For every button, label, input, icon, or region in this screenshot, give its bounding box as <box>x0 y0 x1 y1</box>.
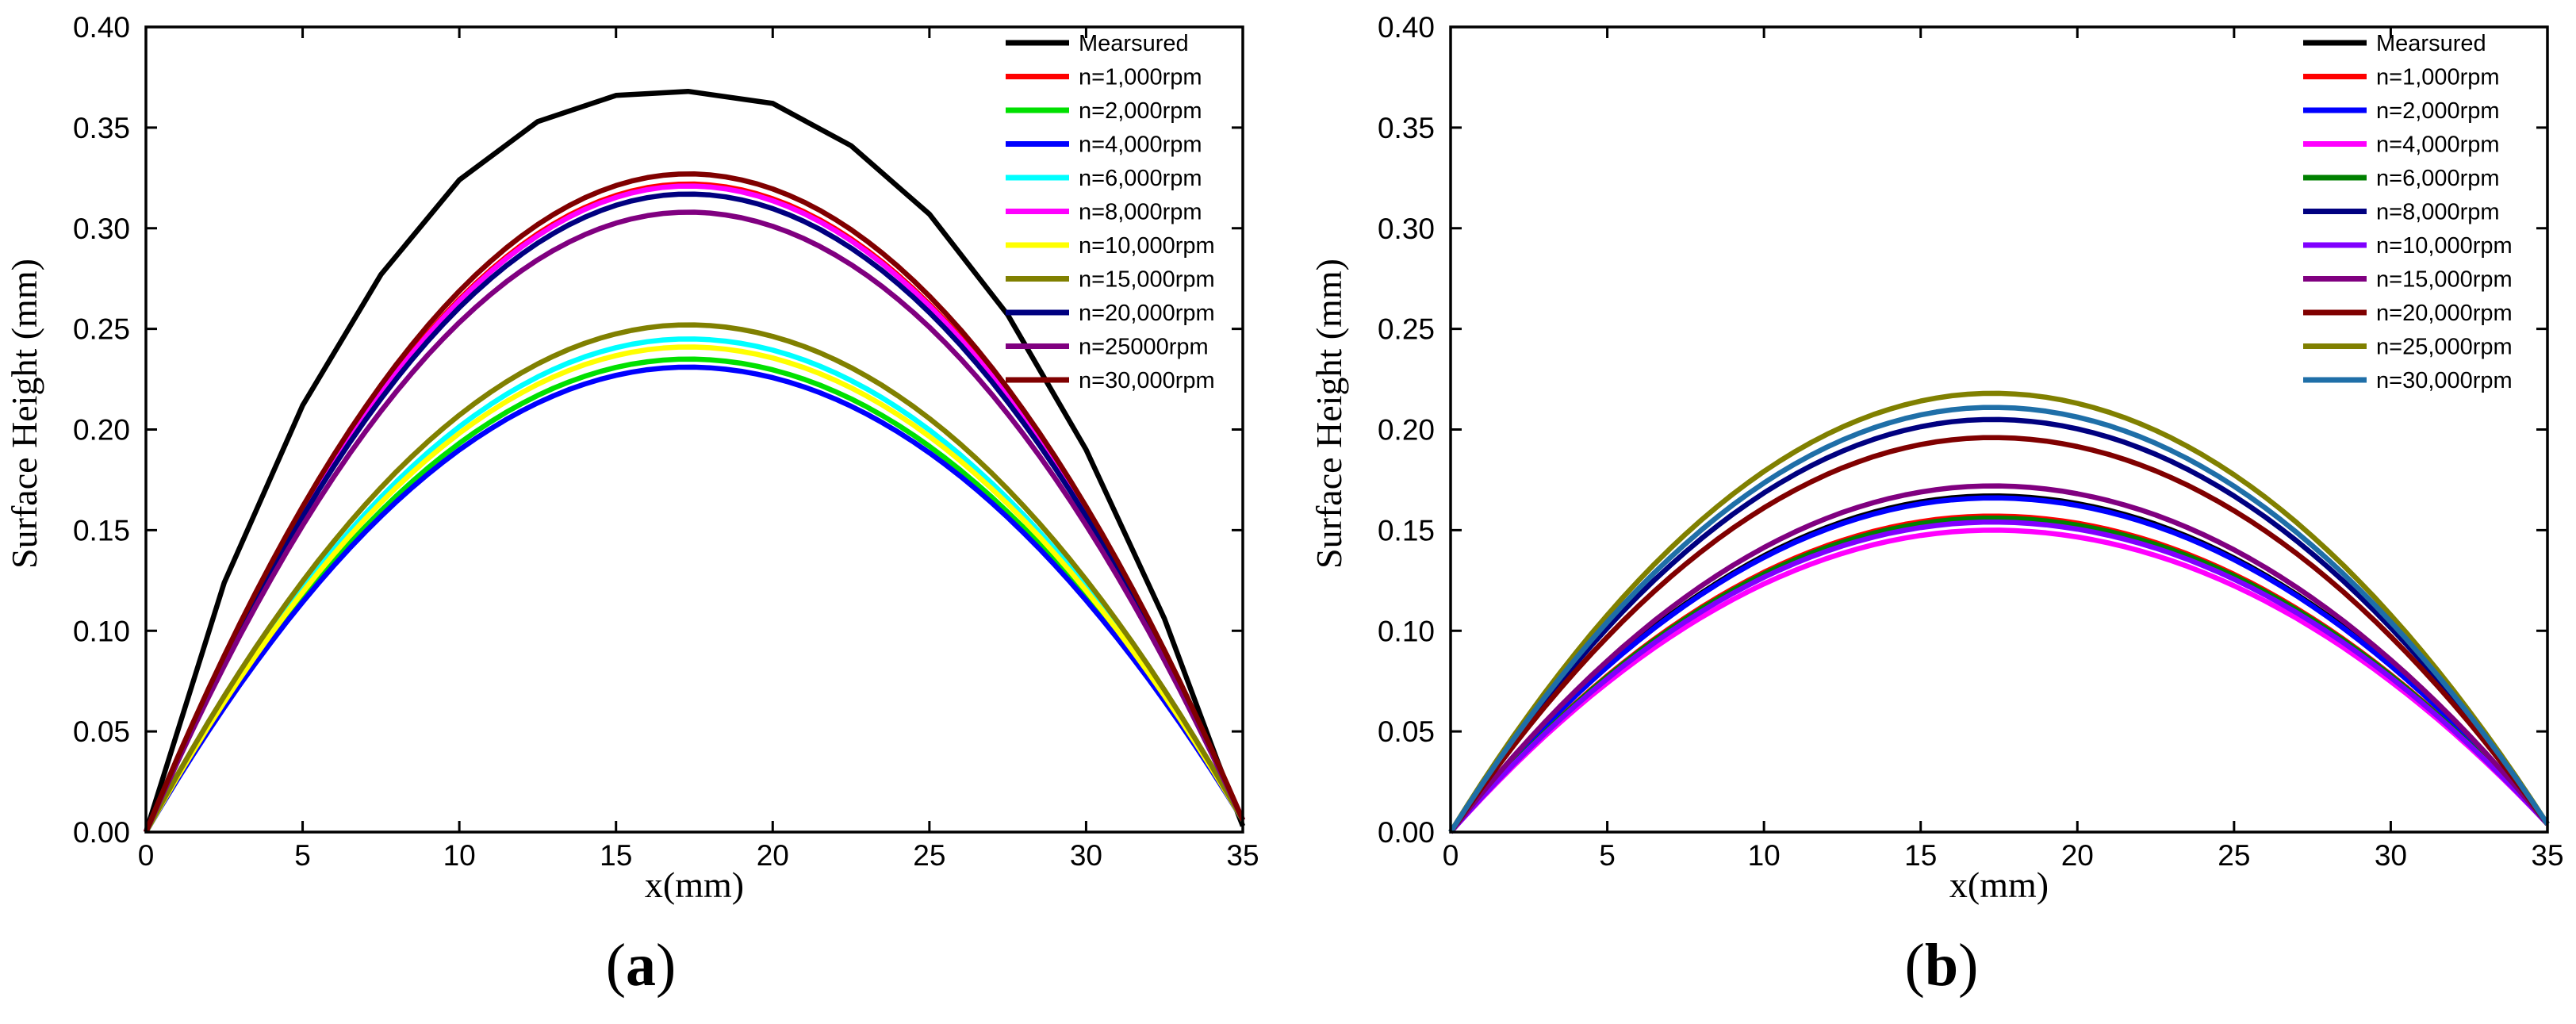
x-tick-label: 0 <box>1443 839 1459 872</box>
series-line-8 <box>144 191 1245 834</box>
legend-label: n=15,000rpm <box>2376 267 2513 293</box>
legend-label: n=4,000rpm <box>2376 132 2500 158</box>
panel-label-open: ( <box>1905 932 1925 999</box>
series-line-9 <box>1448 390 2550 834</box>
panel-label: (a) <box>606 932 677 999</box>
panel-label-letter: b <box>1925 932 1958 999</box>
y-tick-label: 0.05 <box>1378 715 1435 748</box>
panel-label-open: ( <box>606 932 626 999</box>
legend-label: n=25,000rpm <box>2376 335 2513 360</box>
y-tick-label: 0.00 <box>1378 816 1435 849</box>
y-tick-label: 0.20 <box>73 414 130 447</box>
series-line-0 <box>1448 493 2550 834</box>
y-tick-label: 0.30 <box>73 213 130 245</box>
x-tick-label: 10 <box>443 839 476 872</box>
panel-label-letter: a <box>626 932 656 999</box>
x-tick-label: 20 <box>757 839 789 872</box>
y-tick-label: 0.25 <box>73 313 130 346</box>
y-tick-label: 0.10 <box>73 615 130 647</box>
series-line-9 <box>144 209 1245 834</box>
legend-label: n=2,000rpm <box>1079 98 1202 124</box>
y-tick-label: 0.35 <box>73 112 130 144</box>
y-tick-label: 0.40 <box>1378 11 1435 44</box>
panel-label-close: ) <box>1958 932 1978 999</box>
y-tick-label: 0.35 <box>1378 112 1435 144</box>
x-tick-label: 5 <box>294 839 311 872</box>
y-tick-label: 0.15 <box>1378 514 1435 547</box>
x-tick-label: 15 <box>1904 839 1937 872</box>
series-lines <box>1448 390 2550 834</box>
series-lines <box>143 88 1246 834</box>
x-tick-label: 15 <box>600 839 632 872</box>
x-axis-title: x(mm) <box>645 865 744 905</box>
series-line-6 <box>144 344 1245 834</box>
legend-label: n=20,000rpm <box>2376 301 2513 326</box>
y-axis-title: Surface Height (mm) <box>1309 259 1349 569</box>
legend-label: n=2,000rpm <box>2376 98 2500 124</box>
x-tick-label: 35 <box>1226 839 1259 872</box>
series-line-10 <box>1448 405 2550 834</box>
x-tick-label: 10 <box>1748 839 1781 872</box>
legend: Mearsured n=1,000rpm n=2,000rpm n=4,000rpm n… <box>2303 31 2513 393</box>
legend-label: n=8,000rpm <box>2376 200 2500 225</box>
y-tick-label: 0.25 <box>1378 313 1435 346</box>
y-tick-label: 0.00 <box>73 816 130 849</box>
series-line-8 <box>1448 435 2550 834</box>
legend-label: Mearsured <box>2376 31 2486 56</box>
series-line-4 <box>144 336 1245 834</box>
x-tick-label: 0 <box>138 839 155 872</box>
y-tick-label: 0.10 <box>1378 615 1435 647</box>
x-tick-label: 20 <box>2061 839 2094 872</box>
x-tick-label: 5 <box>1599 839 1616 872</box>
series-line-5 <box>1448 416 2550 834</box>
legend-label: Mearsured <box>1079 31 1189 56</box>
y-tick-label: 0.40 <box>73 11 130 44</box>
legend-label: n=8,000rpm <box>1079 200 1202 225</box>
panel-label-close: ) <box>656 932 676 999</box>
legend-label: n=10,000rpm <box>1079 233 1215 259</box>
x-tick-label: 35 <box>2531 839 2563 872</box>
x-tick-label: 30 <box>1070 839 1102 872</box>
series-line-3 <box>1448 527 2550 834</box>
legend: Mearsured n=1,000rpm n=2,000rpm n=4,000rpm n… <box>1006 31 1215 393</box>
series-line-7 <box>144 322 1245 834</box>
legend-label: n=10,000rpm <box>2376 233 2513 259</box>
legend-label: n=25000rpm <box>1079 335 1209 360</box>
y-tick-label: 0.15 <box>73 514 130 547</box>
x-tick-label: 25 <box>2218 839 2250 872</box>
legend-label: n=30,000rpm <box>1079 368 1215 393</box>
series-line-10 <box>144 171 1245 834</box>
legend-label: n=20,000rpm <box>1079 301 1215 326</box>
x-axis-title: x(mm) <box>1949 865 2049 905</box>
legend-label: n=4,000rpm <box>1079 132 1202 158</box>
series-line-7 <box>1448 483 2550 834</box>
y-tick-label: 0.20 <box>1378 414 1435 447</box>
series-line-2 <box>144 356 1245 834</box>
y-tick-label: 0.30 <box>1378 213 1435 245</box>
legend-label: n=15,000rpm <box>1079 267 1215 293</box>
chart-panel-a: 0 5 10 15 20 25 30 35 0.00 0.05 0.10 0.15 0.20 0.25 0.… <box>4 11 1259 999</box>
panel-label: (b) <box>1905 932 1979 999</box>
series-line-2 <box>1448 495 2550 834</box>
legend-label: n=6,000rpm <box>2376 166 2500 191</box>
series-line-0 <box>143 88 1246 833</box>
series-line-3 <box>144 364 1245 834</box>
x-tick-label: 25 <box>913 839 945 872</box>
y-tick-label: 0.05 <box>73 715 130 748</box>
legend-label: n=6,000rpm <box>1079 166 1202 191</box>
legend-label: n=30,000rpm <box>2376 368 2513 393</box>
legend-label: n=1,000rpm <box>1079 65 1202 90</box>
x-tick-label: 30 <box>2375 839 2407 872</box>
y-axis-title: Surface Height (mm) <box>4 259 44 569</box>
chart-panel-b: 0 5 10 15 20 25 30 35 0.00 0.05 0.10 0.15 0.20 0.25 0.… <box>1309 11 2564 999</box>
legend-label: n=1,000rpm <box>2376 65 2500 90</box>
series-line-6 <box>1448 520 2550 834</box>
